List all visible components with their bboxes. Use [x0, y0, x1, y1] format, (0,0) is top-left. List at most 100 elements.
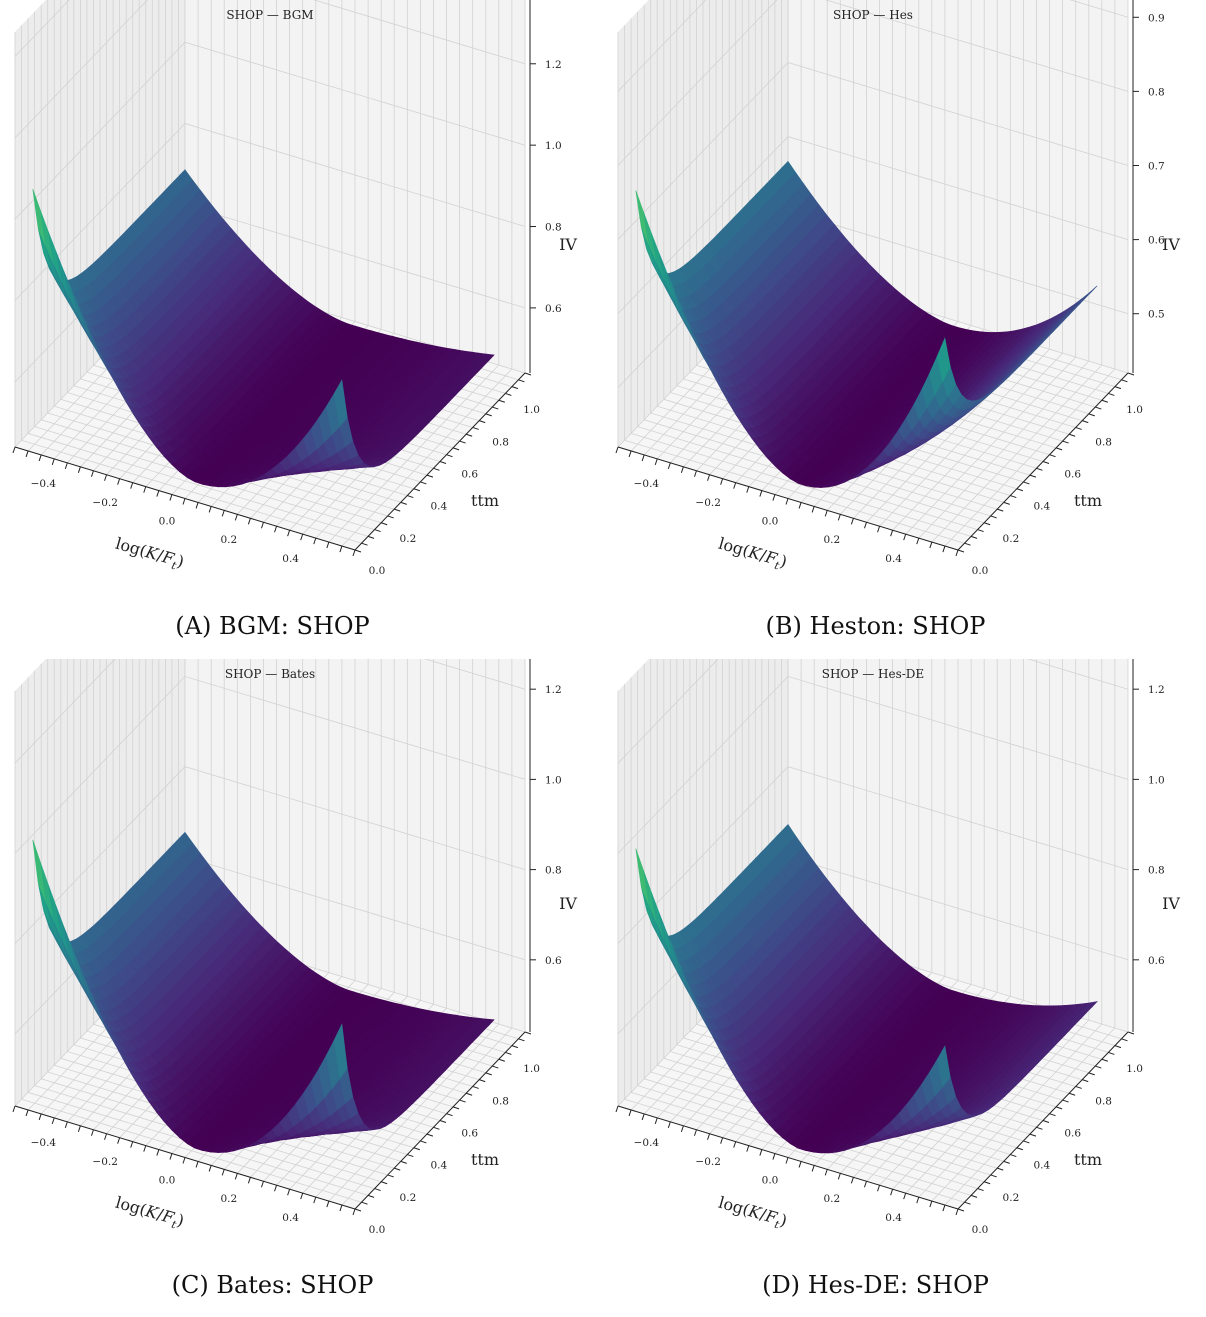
y-tick-mark — [970, 535, 978, 539]
x-tick-mark — [51, 1117, 55, 1125]
x-tick-mark — [247, 1177, 251, 1184]
y-tick-mark — [505, 392, 512, 396]
y-tick-mark — [354, 1208, 362, 1212]
y-tick-label: 0.2 — [400, 1192, 417, 1204]
grid-line — [34, 11, 375, 530]
x-tick-mark — [25, 1109, 29, 1117]
x-tick-mark — [260, 522, 264, 529]
grid-line — [637, 11, 978, 530]
y-tick-label: 0.0 — [369, 565, 386, 577]
y-axis-label: ttm — [471, 1150, 499, 1169]
y-tick-mark — [400, 1160, 407, 1164]
subfigure-caption: (C) Bates: SHOP — [0, 1271, 545, 1299]
y-tick-mark — [485, 413, 492, 417]
x-tick-mark — [641, 454, 645, 462]
grid-line — [14, 123, 526, 301]
x-tick-mark — [772, 494, 776, 501]
x-tick-mark — [169, 1153, 173, 1160]
y-tick-mark — [452, 1106, 460, 1110]
x-tick-mark — [208, 1165, 212, 1172]
grid-line — [617, 659, 1129, 764]
x-tick-mark — [77, 1125, 81, 1132]
surface-plot-hes-de: −0.4−0.20.00.20.40.00.20.40.60.81.00.60.… — [615, 659, 1180, 1236]
surface-plot-bgm: −0.4−0.20.00.20.40.00.20.40.60.81.00.60.… — [12, 0, 577, 577]
x-tick-mark — [339, 545, 343, 553]
y-tick-label: 0.6 — [461, 468, 478, 480]
y-tick-mark — [1029, 474, 1037, 478]
x-tick-mark — [104, 474, 108, 481]
axes — [12, 0, 536, 557]
x-tick-mark — [12, 446, 16, 454]
x-tick-label: −0.4 — [31, 1137, 57, 1149]
x-tick-mark — [863, 522, 867, 529]
iv-surface — [635, 160, 1098, 488]
y-tick-mark — [983, 522, 991, 526]
y-tick-mark — [1049, 454, 1056, 458]
y-tick-label: 0.4 — [1033, 501, 1050, 513]
x-tick-label: −0.4 — [634, 478, 660, 490]
z-axis-label: IV — [559, 894, 577, 913]
y-tick-label: 0.6 — [1064, 468, 1081, 480]
y-tick-mark — [446, 454, 453, 458]
subfigure-a: −0.4 −0.2 0.0 0.2 0.4 0.0 0.2 0.4 0.6 0.8 1.0 0.6 0.… — [0, 0, 603, 658]
y-tick-label: 0.2 — [1003, 533, 1020, 545]
z-tick-label: 1.0 — [545, 140, 562, 152]
iv-surface — [32, 831, 495, 1153]
x-tick-mark — [90, 470, 94, 477]
grid-line — [14, 0, 526, 139]
y-tick-mark — [459, 440, 466, 444]
z-tick-label: 0.8 — [1148, 86, 1165, 98]
y-tick-mark — [387, 515, 394, 519]
y-tick-mark — [1108, 392, 1115, 396]
x-tick-mark — [746, 486, 750, 493]
y-tick-mark — [361, 542, 368, 546]
y-tick-mark — [1082, 420, 1089, 424]
y-tick-mark — [964, 542, 971, 546]
y-tick-mark — [367, 535, 375, 539]
z-tick-label: 1.2 — [545, 59, 562, 71]
y-tick-mark — [1036, 467, 1043, 471]
grid-line — [624, 25, 965, 544]
grid-line — [643, 663, 985, 1183]
z-tick-label: 0.9 — [1148, 12, 1165, 24]
x-tick-mark — [759, 490, 763, 497]
y-tick-mark — [420, 481, 427, 485]
x-tick-mark — [64, 462, 68, 470]
y-tick-mark — [479, 1079, 486, 1083]
x-tick-mark — [654, 458, 658, 466]
y-tick-label: 0.0 — [972, 565, 989, 577]
y-tick-mark — [1101, 399, 1109, 403]
x-tick-mark — [824, 510, 828, 517]
x-tick-mark — [287, 1189, 291, 1196]
x-tick-mark — [352, 549, 356, 557]
y-tick-mark — [1010, 495, 1017, 499]
y-tick-mark — [1095, 406, 1102, 410]
y-tick-mark — [505, 1051, 512, 1055]
x-tick-mark — [916, 537, 920, 545]
subfigure-b: −0.4 −0.2 0.0 0.2 0.4 0.0 0.2 0.4 0.6 0.8 1.0 0.5 0.… — [603, 0, 1206, 658]
x-tick-mark — [143, 1145, 147, 1152]
x-tick-label: 0.0 — [762, 516, 779, 528]
z-tick-label: 1.2 — [545, 684, 562, 696]
x-tick-mark — [38, 1113, 42, 1121]
grid-line — [27, 18, 369, 537]
y-axis-label: ttm — [1074, 491, 1102, 510]
y-tick-mark — [446, 1113, 453, 1117]
x-tick-mark — [680, 466, 684, 473]
x-tick-mark — [339, 1204, 343, 1212]
y-tick-mark — [433, 1126, 440, 1130]
surface-patch — [936, 337, 951, 383]
y-tick-mark — [524, 1031, 532, 1035]
grid-line — [34, 670, 375, 1189]
x-tick-mark — [182, 1157, 186, 1164]
x-tick-mark — [25, 450, 29, 458]
grid-line — [630, 677, 972, 1196]
x-tick-mark — [300, 1192, 304, 1200]
x-tick-mark — [785, 498, 789, 505]
y-tick-mark — [1023, 481, 1030, 485]
x-tick-mark — [720, 478, 724, 485]
y-tick-mark — [394, 508, 401, 512]
grid-line — [656, 0, 998, 510]
x-tick-mark — [942, 545, 946, 553]
x-tick-label: 0.2 — [220, 1193, 237, 1205]
